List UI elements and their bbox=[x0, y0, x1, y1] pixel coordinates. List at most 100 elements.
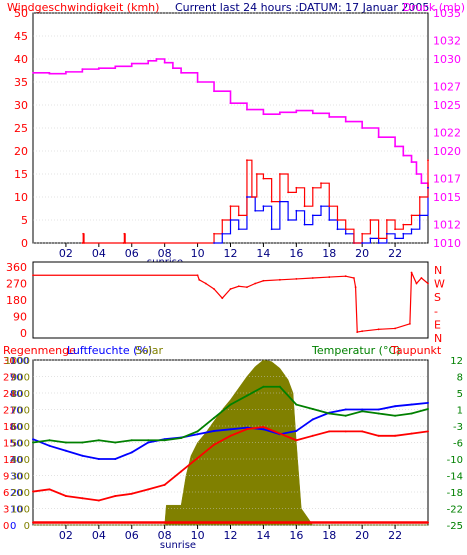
point-windrichtung bbox=[204, 282, 207, 285]
point-windgeschwindigkeit bbox=[262, 205, 265, 208]
x-tick-label: 08 bbox=[158, 247, 172, 260]
point-windgeschwindigkeit bbox=[237, 228, 240, 231]
point-boeen bbox=[402, 223, 405, 226]
point-taupunkt bbox=[130, 492, 133, 495]
point-windrichtung bbox=[361, 330, 364, 333]
point-boeen bbox=[250, 196, 253, 198]
point-temperatur bbox=[81, 441, 84, 444]
sunrise-label-2: sunrise bbox=[160, 540, 196, 551]
x-tick-label: 12 bbox=[224, 529, 238, 542]
pressure-tick-label: 1010 bbox=[433, 237, 461, 250]
point-temperatur bbox=[278, 385, 281, 388]
regen-tick-label: 0 bbox=[3, 521, 9, 532]
point-temperatur bbox=[229, 403, 232, 406]
point-windrichtung bbox=[213, 288, 215, 290]
x-tick-label: 14 bbox=[256, 529, 270, 542]
point-windrichtung bbox=[254, 282, 257, 285]
point-taupunkt bbox=[427, 430, 429, 433]
point-regenmenge bbox=[32, 521, 34, 524]
point-luftfeuchte bbox=[196, 433, 199, 436]
feuchte-tick-label: 60 bbox=[10, 422, 23, 433]
direction-tick-label: 360 bbox=[6, 261, 27, 274]
pressure-tick-label: 1035 bbox=[433, 7, 461, 20]
wind-tick-label: 5 bbox=[21, 214, 28, 227]
compass-tick-label: S bbox=[434, 291, 441, 304]
point-boeen bbox=[246, 159, 248, 162]
point-luftfeuchte bbox=[361, 408, 364, 411]
point-temperatur bbox=[130, 439, 133, 442]
point-temperatur bbox=[114, 441, 117, 444]
regen-label: Regenmenge bbox=[3, 344, 76, 357]
point-luftfeuchte bbox=[344, 408, 347, 411]
point-windrichtung bbox=[196, 274, 199, 277]
point-windgeschwindigkeit bbox=[402, 232, 405, 235]
point-luftfeuchte bbox=[377, 408, 380, 411]
point-temperatur bbox=[361, 410, 364, 413]
point-temperatur bbox=[328, 412, 331, 415]
x-tick-label: 22 bbox=[388, 529, 402, 542]
point-druck bbox=[402, 154, 405, 157]
point-luftfeuchte bbox=[97, 458, 100, 460]
point-taupunkt bbox=[410, 432, 413, 435]
temp-tick-label: -22 bbox=[447, 505, 463, 516]
point-windrichtung bbox=[311, 277, 314, 279]
point-temperatur bbox=[311, 408, 314, 411]
point-windrichtung bbox=[221, 297, 224, 300]
point-windrichtung bbox=[354, 286, 357, 289]
regen-tick-label: 18 bbox=[3, 422, 16, 433]
point-druck bbox=[171, 67, 174, 70]
regen-tick-label: 9 bbox=[3, 472, 9, 483]
point-taupunkt bbox=[328, 430, 331, 433]
direction-compass-ticks: NWS-EN bbox=[434, 264, 445, 345]
point-windrichtung bbox=[328, 276, 331, 278]
point-luftfeuchte bbox=[32, 438, 34, 441]
point-boeen bbox=[213, 232, 215, 235]
point-taupunkt bbox=[361, 430, 364, 433]
point-boeen bbox=[123, 232, 126, 235]
point-luftfeuchte bbox=[229, 428, 232, 431]
x-tick-label: 08 bbox=[158, 529, 172, 542]
temp-tick-label: 8 bbox=[457, 373, 463, 384]
point-boeen bbox=[229, 205, 232, 208]
x-tick-label: 22 bbox=[388, 247, 402, 260]
point-luftfeuchte bbox=[64, 449, 67, 452]
point-windgeschwindigkeit bbox=[213, 242, 215, 244]
point-boeen bbox=[237, 214, 240, 217]
wind-tick-label: 10 bbox=[14, 191, 28, 204]
point-taupunkt bbox=[245, 428, 248, 431]
series-solar bbox=[33, 359, 428, 526]
temp-tick-label: -18 bbox=[447, 488, 463, 499]
point-druck bbox=[114, 65, 117, 68]
point-windgeschwindigkeit bbox=[377, 242, 380, 244]
wind-y-ticks: 0 5 10 15 20 25 30 35 40 45 50 bbox=[14, 7, 28, 250]
temperature-y-ticks: 12 8 5 1 -3 -6 -10 -14 -18 -22 -25 bbox=[447, 356, 463, 532]
x-tick-label: 10 bbox=[191, 529, 205, 542]
feuchte-tick-label: 30 bbox=[10, 472, 23, 483]
feuchte-tick-label: 0 bbox=[10, 521, 16, 532]
point-windgeschwindigkeit bbox=[287, 219, 290, 221]
point-taupunkt bbox=[213, 443, 216, 446]
point-windgeschwindigkeit bbox=[270, 228, 273, 231]
compass-tick-label: N bbox=[434, 264, 442, 277]
point-boeen bbox=[122, 242, 125, 244]
solar-tick-label: 300 bbox=[11, 472, 30, 483]
wind-tick-label: 30 bbox=[14, 99, 28, 112]
point-druck bbox=[415, 173, 418, 175]
point-windrichtung bbox=[410, 271, 413, 274]
pressure-tick-label: 1025 bbox=[433, 99, 461, 112]
point-luftfeuchte bbox=[410, 403, 413, 406]
regen-tick-label: 30 bbox=[3, 356, 16, 367]
temp-tick-label: -6 bbox=[453, 439, 463, 450]
point-windgeschwindigkeit bbox=[328, 219, 331, 221]
compass-tick-label: W bbox=[434, 278, 445, 291]
point-windgeschwindigkeit bbox=[303, 223, 306, 226]
point-taupunkt bbox=[394, 434, 397, 437]
wind-tick-label: 50 bbox=[14, 7, 28, 20]
point-windgeschwindigkeit bbox=[369, 237, 372, 240]
point-windrichtung bbox=[415, 282, 418, 285]
x-tick-label: 16 bbox=[289, 247, 303, 260]
point-boeen bbox=[270, 200, 273, 203]
point-temperatur bbox=[97, 439, 100, 442]
point-druck bbox=[410, 161, 413, 163]
point-taupunkt bbox=[147, 488, 150, 491]
